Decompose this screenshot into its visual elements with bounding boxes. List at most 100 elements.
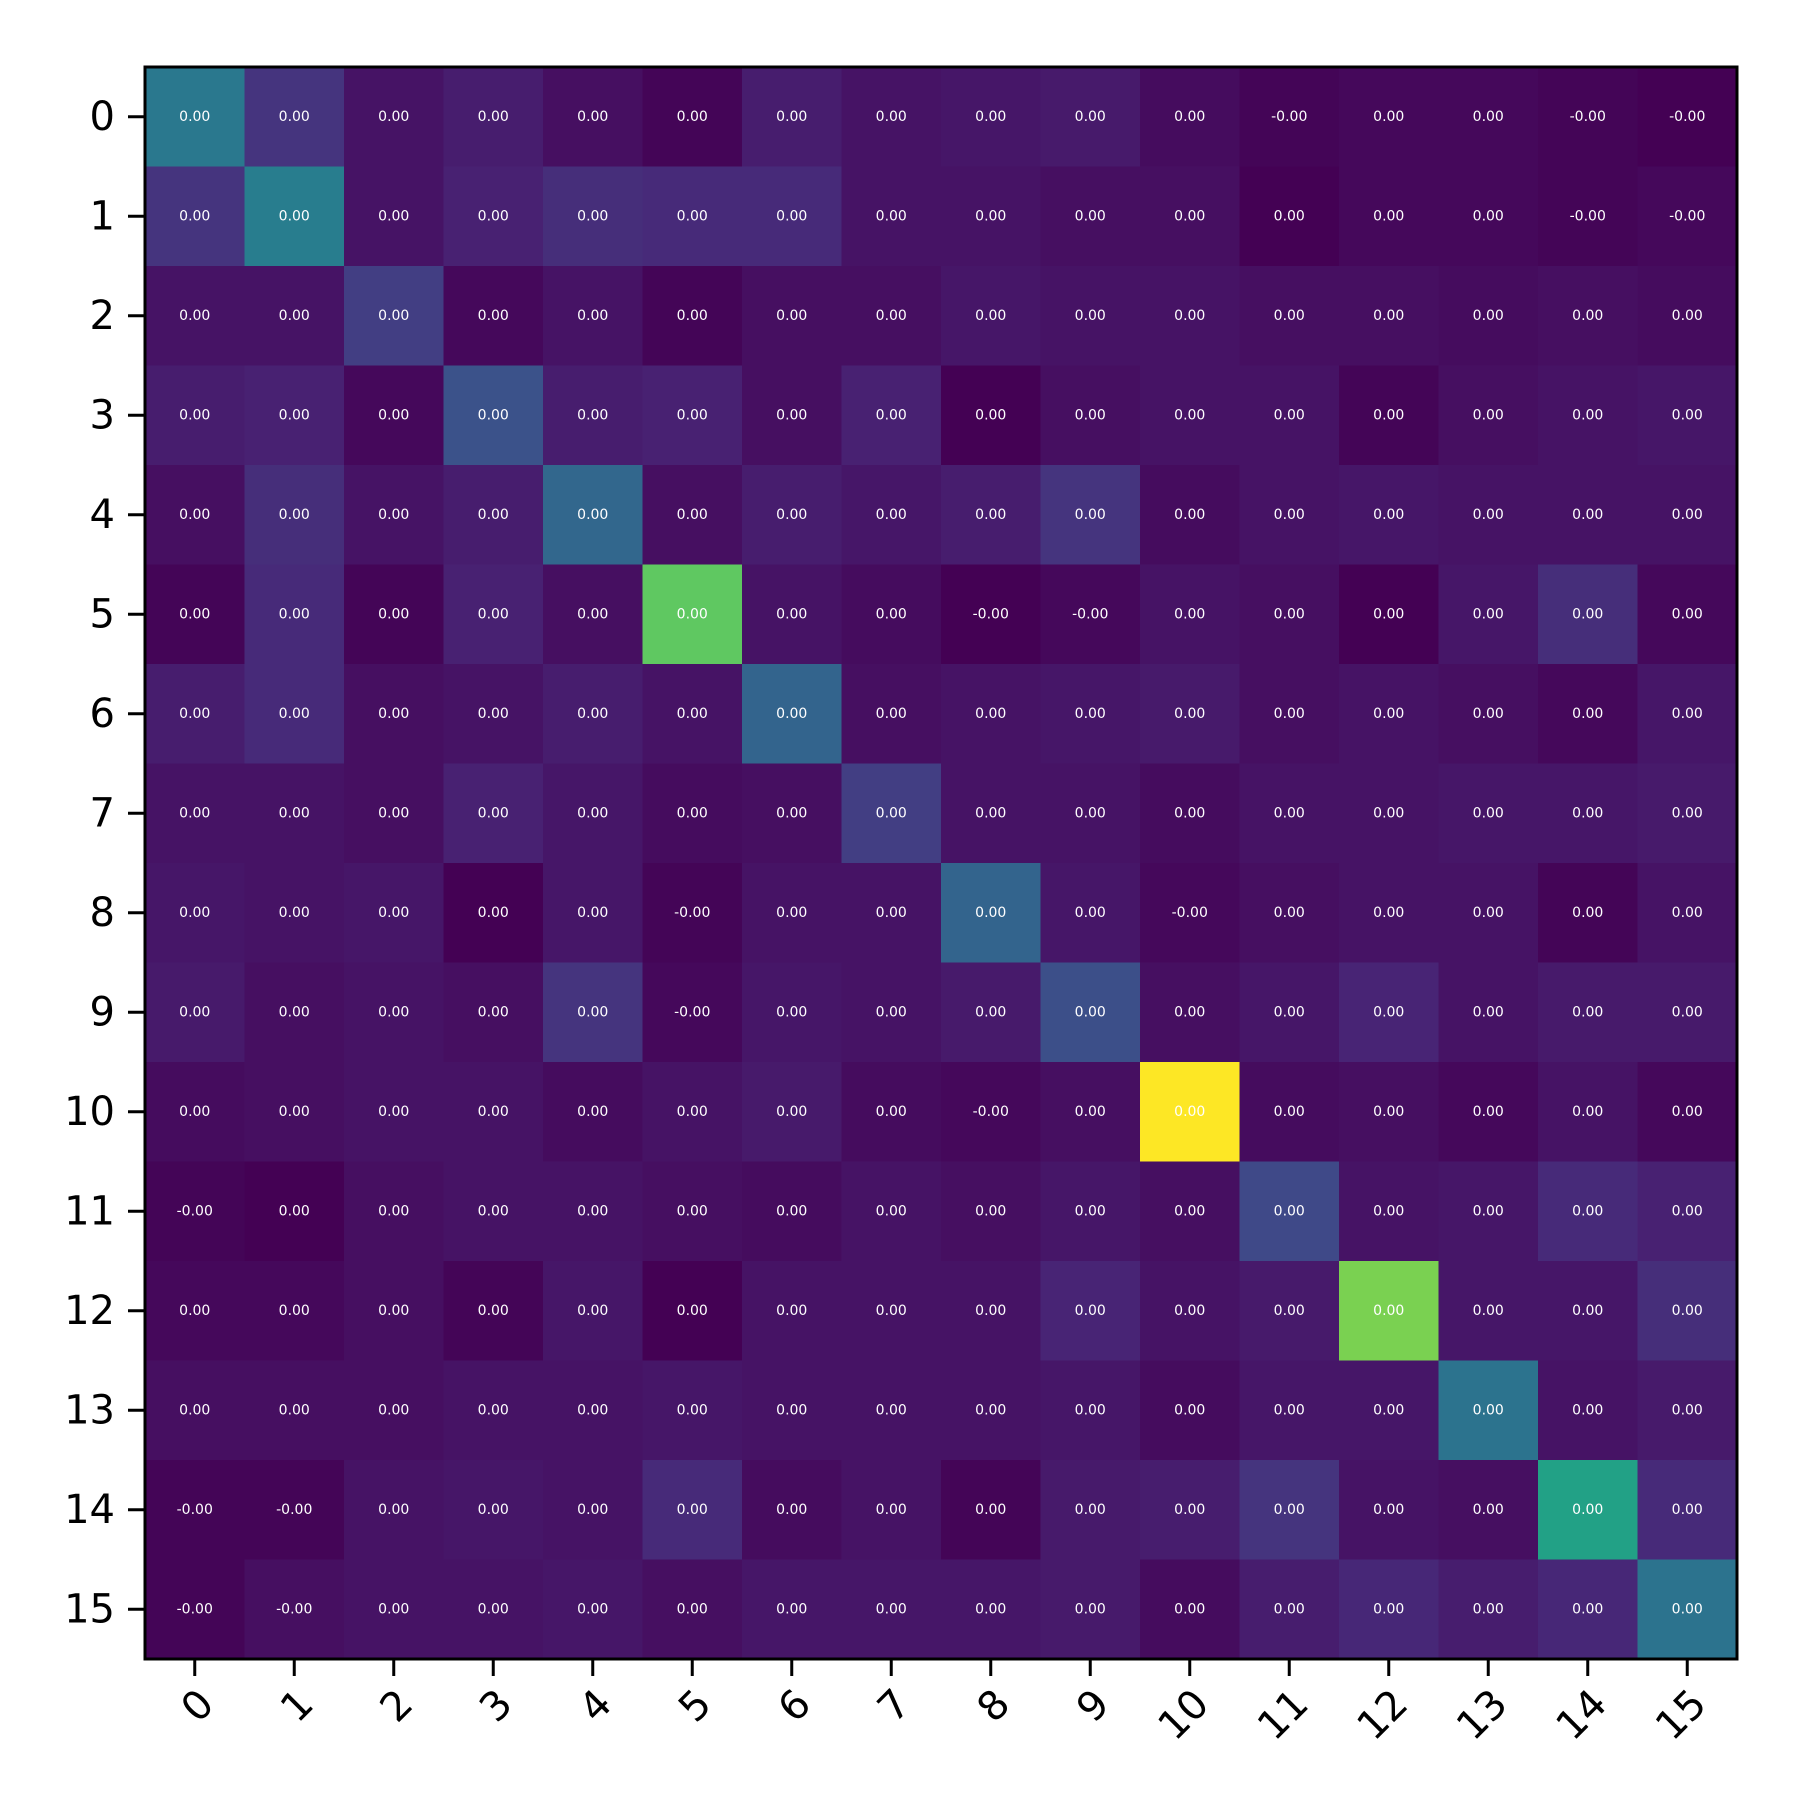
cell-value-label: 0.00 <box>1672 407 1703 423</box>
heatmap-cell <box>1637 1261 1738 1361</box>
heatmap-cell <box>543 1460 643 1560</box>
y-tick-label: 1 <box>90 193 115 239</box>
heatmap-cell <box>145 1261 245 1361</box>
heatmap-cell <box>1339 1261 1439 1361</box>
heatmap-cell <box>941 763 1041 864</box>
cell-value-label: 0.00 <box>876 308 907 324</box>
heatmap-cell <box>642 465 743 565</box>
cell-value-label: 0.00 <box>876 109 907 125</box>
cell-value-label: 0.00 <box>179 208 210 224</box>
heatmap-cell <box>941 1559 1041 1660</box>
heatmap-cell <box>841 1261 942 1361</box>
heatmap-cell <box>344 1360 444 1461</box>
heatmap-cell <box>145 763 245 864</box>
cell-value-label: 0.00 <box>1274 507 1305 523</box>
heatmap-cell <box>941 1460 1041 1560</box>
heatmap-cell <box>1438 166 1539 267</box>
cell-value-label: 0.00 <box>1274 1402 1305 1418</box>
heatmap-cell <box>1239 763 1340 864</box>
cell-value-label: -0.00 <box>276 1601 312 1617</box>
heatmap-cell <box>1140 166 1240 267</box>
heatmap-cell <box>1637 1062 1738 1162</box>
cell-value-label: 0.00 <box>1473 1203 1504 1219</box>
cell-value-label: 0.00 <box>1672 1203 1703 1219</box>
heatmap-cell <box>1538 1062 1638 1162</box>
cell-value-label: 0.00 <box>1373 1303 1404 1319</box>
heatmap-cell <box>742 962 842 1063</box>
cell-value-label: 0.00 <box>378 805 409 821</box>
y-tick-label: 15 <box>64 1586 115 1632</box>
heatmap-cell <box>1637 564 1738 665</box>
heatmap-cell <box>1239 863 1340 963</box>
cell-value-label: 0.00 <box>776 606 807 622</box>
y-tick-label: 8 <box>90 890 115 936</box>
heatmap-cell <box>543 564 643 665</box>
heatmap-cell <box>1538 1261 1638 1361</box>
cell-value-label: 0.00 <box>478 1104 509 1120</box>
cell-value-label: 0.00 <box>975 706 1006 722</box>
cell-value-label: 0.00 <box>1274 1004 1305 1020</box>
cell-value-label: 0.00 <box>478 1004 509 1020</box>
heatmap-cell <box>145 1360 245 1461</box>
heatmap-cell <box>1040 763 1141 864</box>
cell-value-label: -0.00 <box>1172 905 1208 921</box>
heatmap-cell <box>1637 166 1738 267</box>
cell-value-label: 0.00 <box>776 706 807 722</box>
cell-value-label: 0.00 <box>378 1203 409 1219</box>
heatmap-cell <box>1239 1559 1340 1660</box>
cell-value-label: 0.00 <box>1373 1104 1404 1120</box>
x-tick-label: 2 <box>371 1681 422 1732</box>
heatmap-cell <box>244 465 345 565</box>
cell-value-label: 0.00 <box>1174 1104 1205 1120</box>
cell-value-label: 0.00 <box>478 109 509 125</box>
heatmap-cell <box>841 1062 942 1162</box>
cell-value-label: 0.00 <box>378 208 409 224</box>
cell-value-label: 0.00 <box>1672 606 1703 622</box>
cell-value-label: 0.00 <box>179 805 210 821</box>
cell-value-label: 0.00 <box>1473 109 1504 125</box>
heatmap-cell <box>1140 962 1240 1063</box>
heatmap-cell <box>1339 763 1439 864</box>
heatmap-cell <box>1538 863 1638 963</box>
heatmap-cell <box>1637 1559 1738 1660</box>
heatmap-cell <box>443 763 544 864</box>
cell-value-label: -0.00 <box>674 1004 710 1020</box>
cell-value-label: 0.00 <box>1373 905 1404 921</box>
heatmap-cell <box>642 1261 743 1361</box>
heatmap-cell <box>145 564 245 665</box>
heatmap-cell <box>244 166 345 267</box>
heatmap-cell <box>1140 863 1240 963</box>
x-tick-label: 5 <box>670 1681 721 1732</box>
cell-value-label: 0.00 <box>577 805 608 821</box>
heatmap-cell <box>1637 365 1738 466</box>
heatmap-cell <box>941 465 1041 565</box>
cell-value-label: 0.00 <box>279 706 310 722</box>
cell-value-label: 0.00 <box>1572 606 1603 622</box>
heatmap-cell <box>1438 664 1539 764</box>
cell-value-label: 0.00 <box>1572 905 1603 921</box>
cell-value-label: 0.00 <box>1174 706 1205 722</box>
heatmap-cell <box>941 564 1041 665</box>
cell-value-label: 0.00 <box>577 1601 608 1617</box>
cell-value-label: -0.00 <box>674 905 710 921</box>
cell-value-label: 0.00 <box>975 308 1006 324</box>
cell-value-label: 0.00 <box>1373 805 1404 821</box>
heatmap-cell <box>941 1261 1041 1361</box>
cell-value-label: -0.00 <box>177 1502 213 1518</box>
heatmap-cell <box>244 1161 345 1262</box>
heatmap-cell <box>941 962 1041 1063</box>
heatmap-cell <box>543 1559 643 1660</box>
cell-value-label: 0.00 <box>1672 1402 1703 1418</box>
heatmap-cell <box>244 1559 345 1660</box>
heatmap-cell <box>443 266 544 366</box>
x-tick-label: 3 <box>471 1681 522 1732</box>
cell-value-label: 0.00 <box>1174 606 1205 622</box>
cell-value-label: 0.00 <box>1174 109 1205 125</box>
cell-value-label: 0.00 <box>478 706 509 722</box>
cell-value-label: 0.00 <box>1572 1402 1603 1418</box>
heatmap-cell <box>1140 1062 1240 1162</box>
heatmap-cell <box>145 266 245 366</box>
cell-value-label: 0.00 <box>179 1402 210 1418</box>
heatmap-cell <box>543 763 643 864</box>
heatmap-cell <box>841 564 942 665</box>
